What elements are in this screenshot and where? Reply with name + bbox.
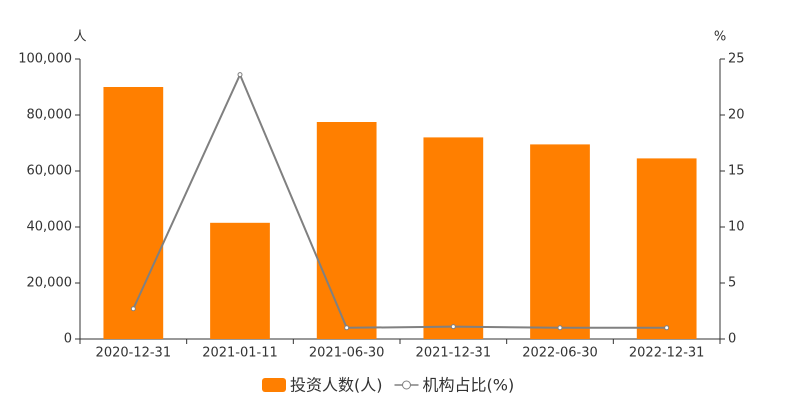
x-tick-label: 2022-06-30 [522, 346, 598, 361]
y2-tick-label: 10 [728, 220, 745, 235]
y-unit: 人 [73, 30, 86, 45]
line-point [237, 72, 243, 78]
bar [530, 144, 590, 339]
x-tick-label: 2022-12-31 [629, 346, 705, 361]
bar [636, 158, 697, 339]
y-tick-label: 60,000 [27, 164, 73, 179]
legend-swatch [262, 378, 286, 392]
line-point [344, 325, 350, 331]
y2-tick-label: 0 [728, 332, 736, 347]
y-tick-label: 0 [64, 332, 72, 347]
legend-label: 机构占比(%) [423, 376, 515, 395]
y2-tick-label: 5 [728, 276, 736, 291]
y2-tick-label: 25 [728, 52, 745, 67]
x-tick-label: 2021-06-30 [309, 346, 385, 361]
bar [423, 137, 484, 339]
line-point [664, 325, 670, 331]
line [132, 72, 667, 329]
y2-tick-label: 20 [728, 108, 745, 123]
bar [316, 122, 377, 339]
bar [210, 222, 270, 339]
y-tick-label: 20,000 [27, 276, 73, 291]
y2-tick-label: 15 [728, 164, 745, 179]
y-tick-label: 80,000 [27, 108, 73, 123]
bar [103, 87, 164, 339]
x-tick-label: 2020-12-31 [96, 346, 172, 361]
line-point [450, 324, 456, 330]
x-tick-label: 2021-01-11 [202, 346, 278, 361]
line-point [557, 325, 563, 331]
legend-swatch [402, 380, 411, 390]
y-tick-label: 40,000 [27, 220, 73, 235]
y-tick-label: 100,000 [18, 52, 72, 67]
line-point [130, 306, 136, 312]
x-tick-label: 2021-12-31 [416, 346, 492, 361]
legend-label: 投资人数(人) [290, 376, 383, 395]
y2-unit: % [714, 30, 726, 45]
